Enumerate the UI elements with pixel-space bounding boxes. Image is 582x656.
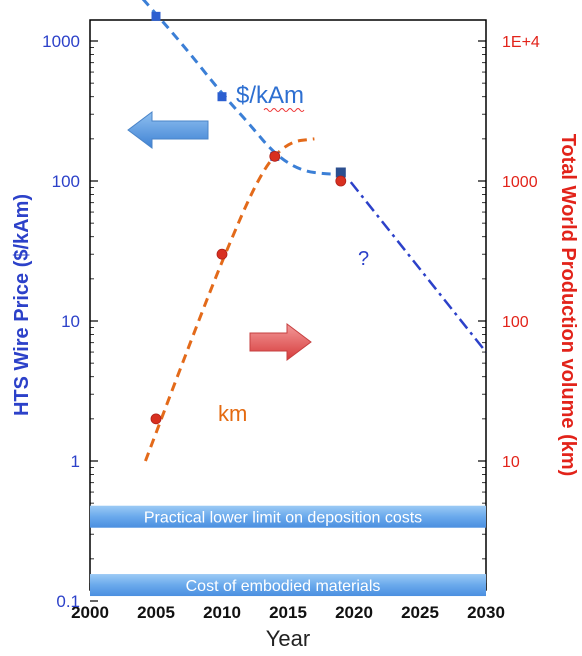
- x-tick-label: 2025: [401, 603, 439, 622]
- left-y-axis-ticks: 1000 100 10 1 0.1: [42, 32, 98, 611]
- projection-question-mark: ?: [358, 248, 369, 270]
- volume-point: [216, 248, 228, 260]
- price-trend-line: [141, 0, 341, 176]
- right-y-tick-label: 1E+4: [502, 34, 540, 51]
- price-series-label: $/kAm: [236, 82, 304, 109]
- price-point: [335, 167, 346, 178]
- x-tick-label: 2005: [137, 603, 175, 622]
- volume-series-label: km: [218, 401, 247, 426]
- x-tick-label: 2020: [335, 603, 373, 622]
- band-deposition-label: Practical lower limit on deposition cost…: [144, 510, 422, 527]
- price-point: [151, 11, 161, 21]
- left-y-axis-label: HTS Wire Price ($/kAm): [11, 194, 33, 416]
- x-tick-label: 2000: [71, 603, 109, 622]
- right-y-tick-label: 10: [502, 454, 520, 471]
- price-label-underline: [263, 108, 305, 112]
- arrow-left-axis: [127, 111, 209, 149]
- x-axis-label: Year: [266, 626, 310, 651]
- left-y-tick-label: 100: [52, 172, 80, 191]
- left-y-tick-label: 10: [61, 312, 80, 331]
- left-y-tick-label: 0.1: [56, 592, 80, 611]
- band-deposition: Practical lower limit on deposition cost…: [90, 505, 486, 528]
- band-materials: Cost of embodied materials: [90, 574, 486, 597]
- right-y-tick-label: 1000: [502, 174, 538, 191]
- price-point: [217, 92, 227, 102]
- volume-point: [269, 150, 281, 162]
- x-tick-label: 2030: [467, 603, 505, 622]
- arrow-right-axis: [249, 323, 312, 361]
- right-y-axis-label: Total World Production volume (km): [557, 134, 579, 477]
- left-y-tick-label: 1: [71, 452, 80, 471]
- x-tick-label: 2010: [203, 603, 241, 622]
- series-layer: [141, 0, 487, 462]
- right-y-tick-label: 100: [502, 314, 529, 331]
- band-materials-rect: [90, 574, 486, 597]
- volume-point: [150, 413, 162, 425]
- volume-point: [335, 175, 347, 187]
- x-tick-label: 2015: [269, 603, 307, 622]
- price-projection-line: [349, 181, 487, 353]
- band-materials-label: Cost of embodied materials: [186, 578, 381, 595]
- band-deposition-rect: [90, 505, 486, 528]
- left-y-tick-label: 1000: [42, 32, 80, 51]
